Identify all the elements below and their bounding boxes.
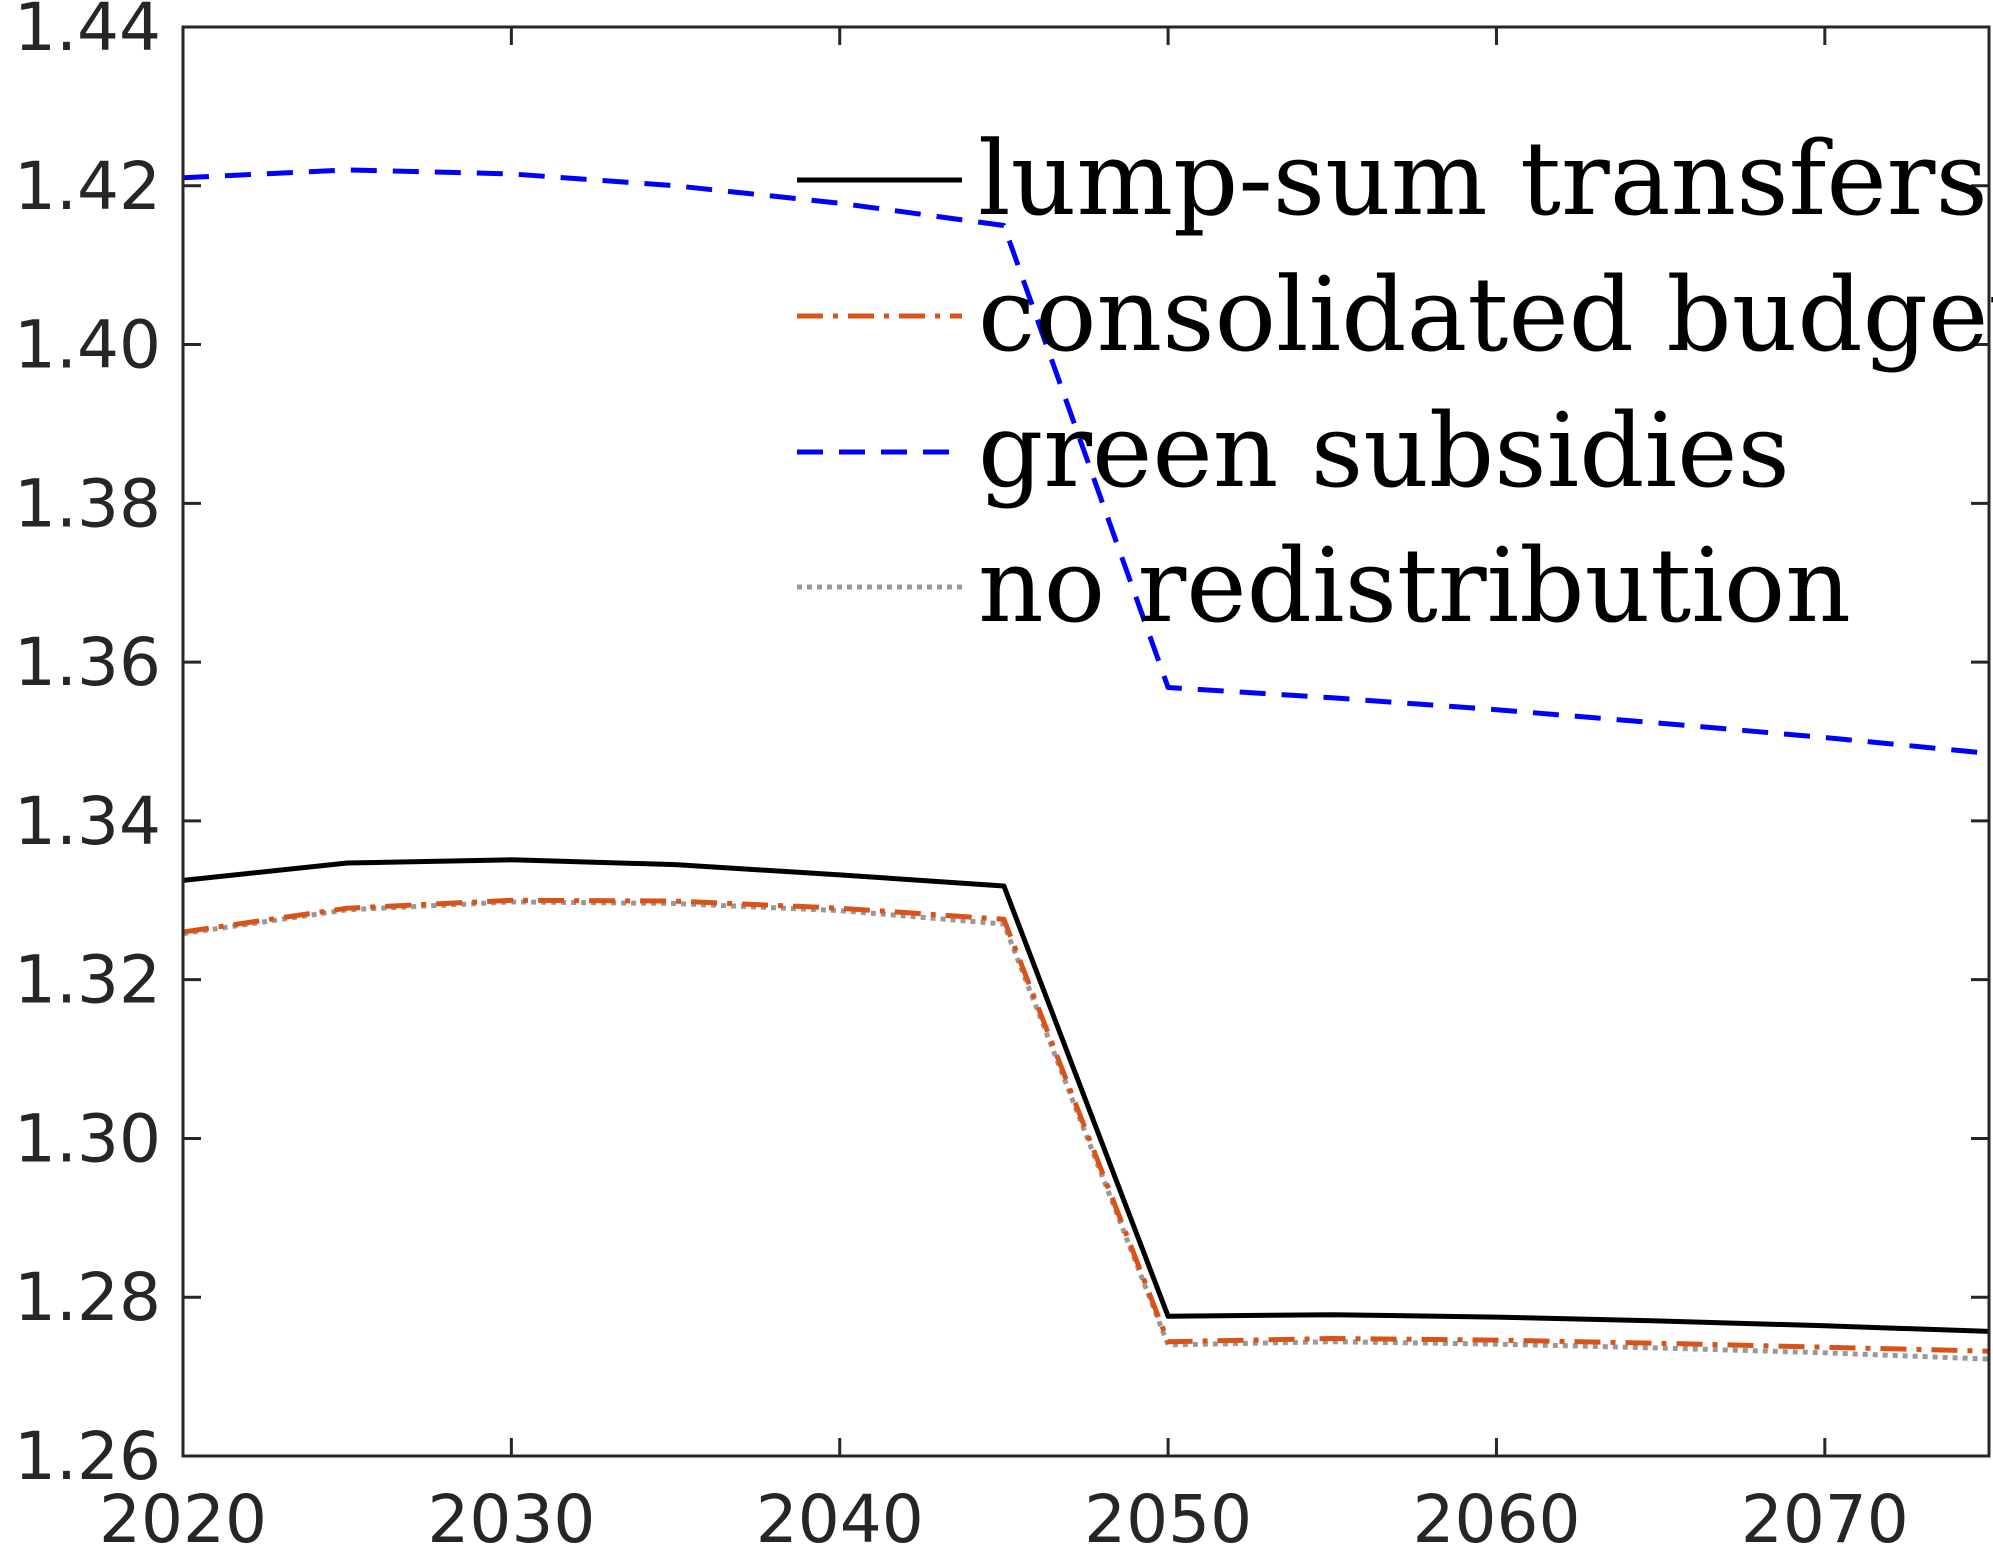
axes-frame	[181, 25, 1991, 1458]
y-tick-label: 1.42	[14, 148, 161, 225]
x-tick-label: 2040	[756, 1481, 924, 1553]
series-lines	[183, 167, 1989, 1362]
legend-label: green subsidies	[978, 392, 1790, 511]
legend-label: consolidated budget	[978, 256, 1993, 375]
x-tick-label: 2050	[1084, 1481, 1252, 1553]
x-tick-label: 2030	[427, 1481, 595, 1553]
legend-label: no redistribution	[978, 527, 1851, 646]
y-tick-label: 1.44	[14, 0, 161, 66]
series-line-green-subsidies	[183, 167, 1989, 756]
legend: lump-sum transfers consolidated budget gre…	[797, 120, 1993, 646]
y-tick-label: 1.32	[14, 942, 161, 1019]
y-axis-tick-labels: 1.26 1.28 1.30 1.32 1.34 1.36 1.38 1.40 1.42 1.44	[14, 0, 161, 1495]
x-tick-label: 2020	[99, 1481, 267, 1553]
y-tick-label: 1.34	[14, 783, 161, 860]
series-line-consolidated-budget	[183, 897, 1989, 1354]
y-tick-label: 1.30	[14, 1100, 161, 1177]
y-tick-label: 1.38	[14, 465, 161, 542]
y-tick-label: 1.28	[14, 1259, 161, 1336]
y-tick-label: 1.26	[14, 1418, 161, 1495]
legend-label: lump-sum transfers	[978, 120, 1988, 239]
x-tick-label: 2060	[1412, 1481, 1580, 1553]
axis-ticks	[181, 25, 1989, 1458]
y-tick-label: 1.40	[14, 307, 161, 384]
y-tick-label: 1.36	[14, 624, 161, 701]
x-axis-tick-labels: 2020 2030 2040 2050 2060 2070	[99, 1481, 1909, 1553]
series-line-lump-sum-transfers	[183, 857, 1989, 1334]
x-tick-label: 2070	[1741, 1481, 1909, 1553]
series-line-no-redistribution	[183, 899, 1989, 1362]
